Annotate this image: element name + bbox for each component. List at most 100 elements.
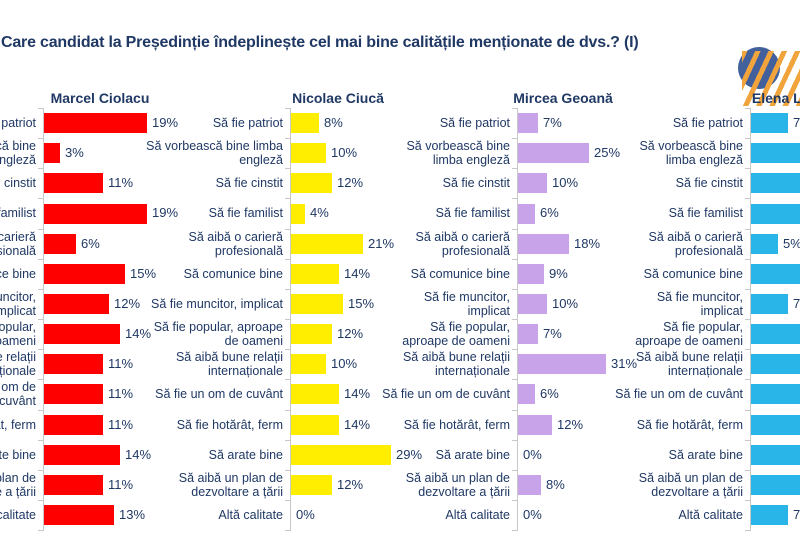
value-label: 8% <box>546 477 565 492</box>
bar-segment <box>44 173 103 193</box>
bar-segment <box>44 234 76 254</box>
axis-tick <box>285 108 291 109</box>
value-label: 6% <box>540 386 559 401</box>
category-label-text: Să comunice bine <box>643 267 743 281</box>
value-label: 19% <box>152 205 179 220</box>
bar-segment <box>291 234 363 254</box>
bar-segment <box>44 505 114 525</box>
axis-tick <box>285 530 291 531</box>
value-label: 25% <box>594 145 621 160</box>
axis-tick <box>745 198 751 199</box>
axis-tick <box>512 379 518 380</box>
bar-segment <box>751 445 800 465</box>
value-label: 14% <box>344 386 371 401</box>
value-label: 3% <box>65 145 84 160</box>
bar-segment <box>518 234 569 254</box>
category-label: Să fie popular, aproape de oameni <box>128 319 283 349</box>
category-label-text: Să fie un om de cuvânt <box>382 387 510 401</box>
bar-segment <box>518 475 541 495</box>
category-label-text: Să aibă bune relații internaționale <box>175 350 283 378</box>
bar-segment <box>751 173 800 193</box>
category-label: Să fie patriot <box>128 108 283 138</box>
axis-tick <box>512 319 518 320</box>
category-label-text: Să fie familist <box>208 206 283 220</box>
category-label-text: Să fie hotărât, ferm <box>0 418 36 432</box>
bar-segment <box>518 354 606 374</box>
candidate-name: Elena Lasconi <box>751 90 800 106</box>
candidate-chart-1: Marcel Ciolacu Să fie patriot 19% Să vorbea… <box>0 90 203 534</box>
category-label-text: Să fie cinstit <box>0 176 36 190</box>
value-label: 18% <box>574 236 601 251</box>
axis-tick <box>38 440 44 441</box>
category-label-text: Să comunice bine <box>0 267 36 281</box>
category-label-text: Altă calitate <box>678 508 743 522</box>
value-label: 11% <box>108 477 134 492</box>
candidate-chart-3: Mircea Geoană Să fie patriot 7% Să vorbeasc… <box>347 90 677 534</box>
axis-tick <box>512 500 518 501</box>
value-label: 0% <box>523 447 542 462</box>
category-label: Să fie cinstit <box>128 168 283 198</box>
bar-segment <box>291 445 391 465</box>
category-label: Să aibă un plan de dezvoltare a țării <box>355 470 510 500</box>
category-label: Să aibă un plan de dezvoltare a țării <box>128 470 283 500</box>
axis-tick <box>285 259 291 260</box>
category-label-text: Să fie muncitor, implicat <box>423 290 510 318</box>
value-label: 4% <box>310 205 329 220</box>
category-label: Să fie cinstit <box>0 168 36 198</box>
category-label-text: Să fie cinstit <box>675 176 743 190</box>
value-label: 7% <box>793 115 800 130</box>
category-label: Să fie patriot <box>588 108 743 138</box>
bar-segment <box>751 143 800 163</box>
category-label-text: Să aibă un plan de dezvoltare a țării <box>405 471 510 499</box>
axis-tick <box>38 229 44 230</box>
axis-tick <box>38 319 44 320</box>
axis-tick <box>745 349 751 350</box>
category-label: Să fie un om de cuvânt <box>588 379 743 409</box>
bar-segment <box>751 204 800 224</box>
value-label: 15% <box>348 296 375 311</box>
category-label: Să vorbească bine limba engleză <box>0 138 36 168</box>
bar-segment <box>518 204 535 224</box>
category-label-text: Să fie patriot <box>672 116 743 130</box>
category-label: Să aibă bune relații internaționale <box>128 349 283 379</box>
bar-segment <box>291 113 319 133</box>
value-label: 7% <box>543 115 562 130</box>
category-label-text: Să fie cinstit <box>442 176 510 190</box>
bar-segment <box>518 415 552 435</box>
category-label: Să fie familist <box>355 198 510 228</box>
value-label: 13% <box>119 507 146 522</box>
value-label: 29% <box>396 447 423 462</box>
category-label-text: Să aibă bune relații internaționale <box>402 350 510 378</box>
category-label-text: Să fie muncitor, implicat <box>656 290 743 318</box>
candidate-name: Mircea Geoană <box>513 90 613 106</box>
bar-segment <box>291 354 326 374</box>
category-label-text: Să fie un om de cuvânt <box>155 387 283 401</box>
axis-tick <box>512 259 518 260</box>
value-label: 11% <box>108 356 134 371</box>
category-label-text: Să fie popular, aproape de oameni <box>635 320 743 348</box>
axis-tick <box>285 168 291 169</box>
axis-tick <box>745 138 751 139</box>
bar-segment <box>518 113 538 133</box>
category-label-text: Să fie hotărât, ferm <box>403 418 510 432</box>
category-label: Să fie familist <box>0 198 36 228</box>
bar-segment <box>291 204 305 224</box>
bar-segment <box>751 294 788 314</box>
value-label: 0% <box>296 507 315 522</box>
category-label-text: Să fie popular, aproape de oameni <box>0 320 36 348</box>
bar-segment <box>291 143 326 163</box>
bar-segment <box>44 384 103 404</box>
category-label: Să fie cinstit <box>355 168 510 198</box>
category-label-text: Să fie hotărât, ferm <box>636 418 743 432</box>
value-label: 10% <box>331 356 358 371</box>
category-label-text: Să fie cinstit <box>215 176 283 190</box>
category-label: Să aibă o carieră profesională <box>0 229 36 259</box>
value-label: 15% <box>130 266 157 281</box>
axis-tick <box>745 108 751 109</box>
category-label: Să fie popular, aproape de oameni <box>0 319 36 349</box>
value-label: 9% <box>549 266 568 281</box>
candidate-name: Marcel Ciolacu <box>50 90 150 106</box>
category-label: Să fie popular, aproape de oameni <box>355 319 510 349</box>
category-label-text: Să fie patriot <box>439 116 510 130</box>
